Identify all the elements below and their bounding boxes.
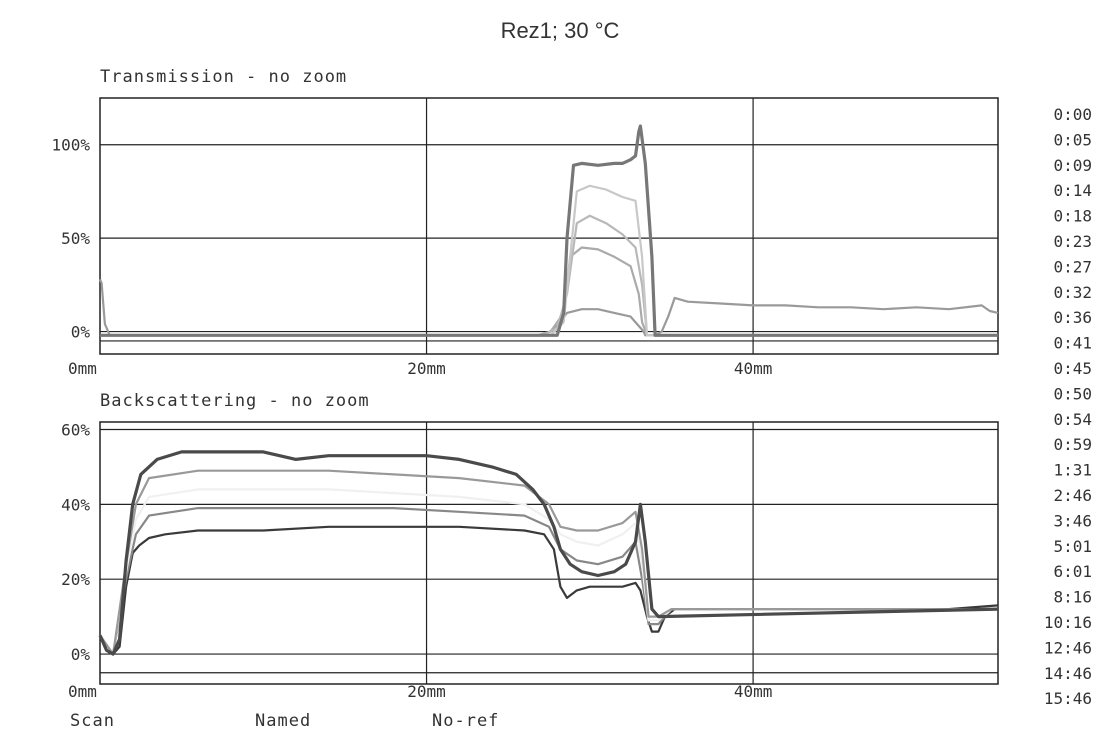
transmission-plot-area: 0% 50% 100% 0mm 20mm 40mm [51,98,999,378]
legend-item-0-27: 0:27 [1053,257,1092,276]
legend-item-8-16: 8:16 [1053,588,1092,607]
backscattering-y-tick-0: 0% [71,645,91,664]
transmission-y-tick-1: 50% [61,229,90,248]
no-ref-label: No-ref [432,711,499,731]
transmission-series-0-00 [98,278,999,337]
transmission-y-tick-0: 0% [71,323,91,342]
backscattering-series-0-00 [98,525,999,656]
backscattering-panel-title: Backscattering - no zoom [100,391,370,411]
transmission-panel-title: Transmission - no zoom [100,67,347,87]
scan-label: Scan [70,711,115,731]
legend-item-3-46: 3:46 [1053,511,1092,530]
legend-item-1-31: 1:31 [1053,461,1092,480]
legend-item-0-59: 0:59 [1053,435,1092,454]
legend-item-15-46: 15:46 [1044,689,1092,708]
backscattering-series-0-14 [99,469,998,656]
backscattering-y-tick-3: 60% [61,420,90,439]
transmission-x-tick-0: 0mm [68,359,97,378]
named-label: Named [255,711,311,731]
transmission-series-0-05 [100,246,998,337]
legend-item-0-23: 0:23 [1053,232,1092,251]
backscattering-y-tick-2: 40% [61,495,90,514]
backscattering-x-tick-2: 40mm [734,682,773,701]
legend-item-0-45: 0:45 [1053,359,1092,378]
backscattering-y-tick-1: 20% [61,570,90,589]
legend-item-6-01: 6:01 [1053,562,1092,581]
legend-item-2-46: 2:46 [1053,486,1092,505]
transmission-plot-frame [99,97,999,355]
backscattering-x-tick-1: 20mm [407,682,446,701]
legend-item-0-18: 0:18 [1053,207,1092,226]
time-legend: 0:00 0:05 0:09 0:14 0:18 0:23 0:27 0:32 0:36 0:41… [1044,105,1092,708]
legend-item-0-14: 0:14 [1053,181,1092,200]
legend-item-12-46: 12:46 [1044,638,1092,657]
legend-item-10-16: 10:16 [1044,613,1092,632]
backscattering-plot-area: 0% 20% 40% 60% 0mm 20mm 40mm [61,420,999,701]
legend-item-14-46: 14:46 [1044,664,1092,683]
transmission-x-tick-2: 40mm [734,359,773,378]
transmission-x-tick-1: 20mm [407,359,446,378]
chart-title: Rez1; 30 °C [501,18,620,43]
legend-item-0-36: 0:36 [1053,308,1092,327]
transmission-series-0-09 [100,214,998,337]
backscattering-series-15-46 [98,450,999,656]
legend-item-0-41: 0:41 [1053,334,1092,353]
legend-item-0-00: 0:00 [1053,105,1092,124]
legend-item-0-54: 0:54 [1053,410,1092,429]
transmission-y-tick-2: 100% [51,136,90,155]
legend-item-5-01: 5:01 [1053,537,1092,556]
legend-item-0-05: 0:05 [1053,130,1092,149]
backscattering-plot-frame [99,421,999,685]
legend-item-0-09: 0:09 [1053,156,1092,175]
legend-item-0-50: 0:50 [1053,384,1092,403]
legend-item-0-32: 0:32 [1053,283,1092,302]
transmission-series-0-14 [100,184,998,337]
backscattering-x-tick-0: 0mm [68,682,97,701]
transmission-series-15-46 [100,124,998,337]
